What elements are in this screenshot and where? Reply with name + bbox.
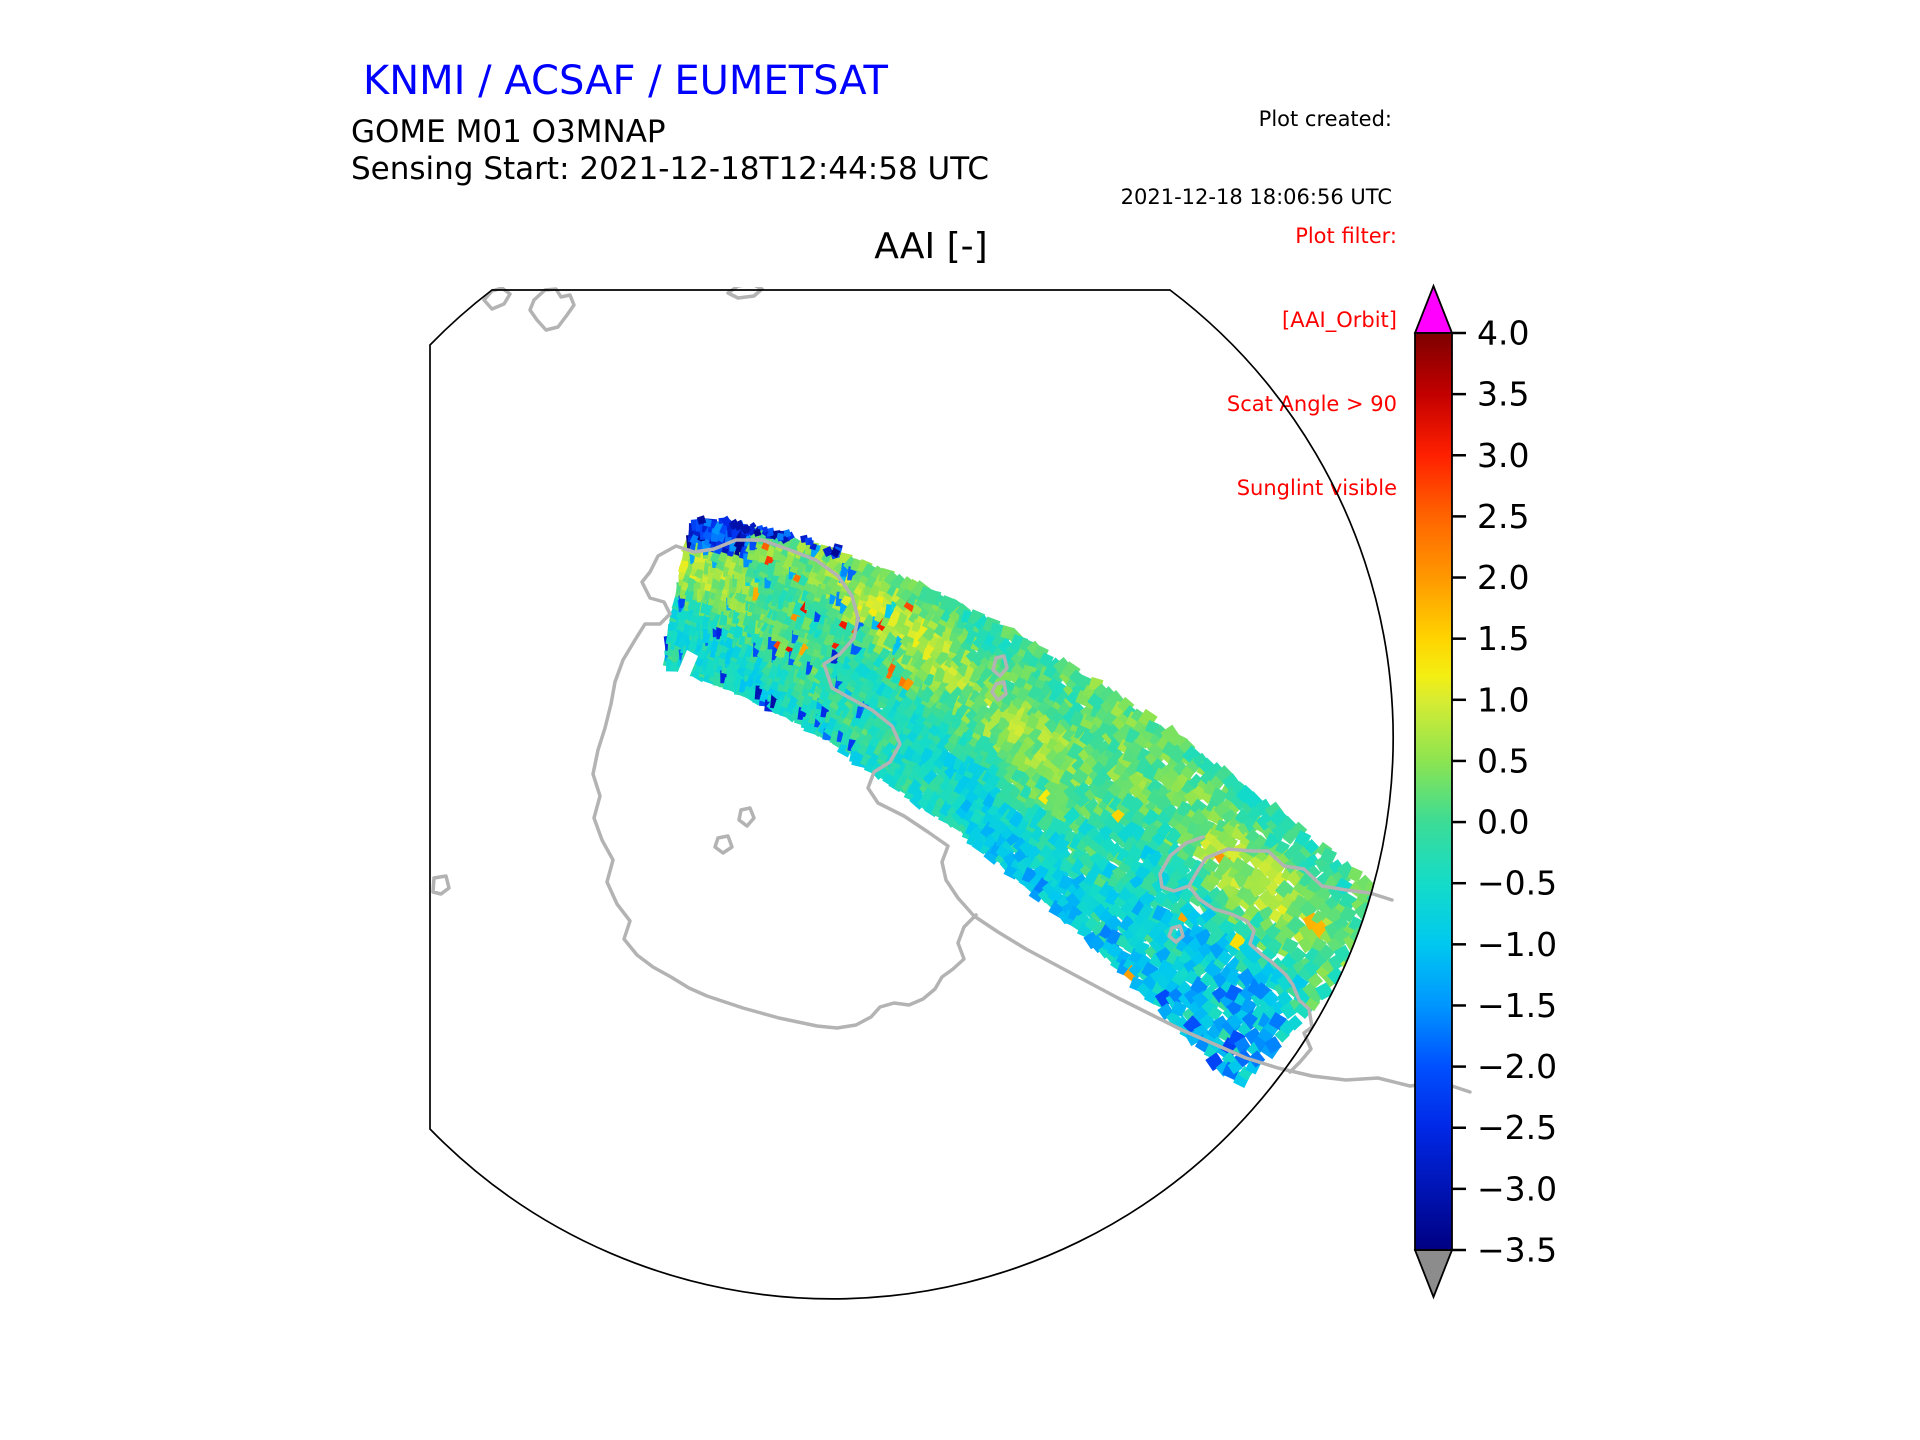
colorbar-tick-label: −3.0 — [1477, 1169, 1557, 1208]
coastline-island — [1167, 924, 1185, 944]
colorbar-tick-label: 1.0 — [1477, 680, 1529, 719]
coastline-island — [713, 834, 734, 855]
colorbar-tick-label: −1.0 — [1477, 925, 1557, 964]
coastline-island — [482, 287, 512, 311]
coastline-island — [431, 874, 451, 896]
colorbar-tick-label: 2.0 — [1477, 558, 1529, 597]
colorbar-tick-label: −1.5 — [1477, 986, 1557, 1025]
axes-title: AAI [-] — [874, 226, 988, 267]
colorbar-under-arrow — [1413, 1249, 1454, 1300]
colorbar-tick-label: −2.0 — [1477, 1047, 1557, 1086]
swath-gap — [664, 650, 698, 711]
plot-created-timestamp: 2021-12-18 18:06:56 UTC — [1120, 185, 1392, 209]
colorbar-tick-label: 4.0 — [1477, 314, 1529, 353]
colorbar-tick-label: 0.0 — [1477, 803, 1529, 842]
colorbar-tick-label: 3.5 — [1477, 375, 1529, 414]
colorbar: 4.0 3.5 3.0 2.5 2.0 1.5 1.0 0.5 0.0 −0.5 −1.0 −1.5 −… — [1413, 283, 1557, 1300]
colorbar-tick-label: 0.5 — [1477, 741, 1529, 780]
plot-created-block: Plot created: 2021-12-18 18:06:56 UTC — [1121, 54, 1392, 262]
colorbar-over-arrow — [1413, 283, 1454, 334]
colorbar-bar — [1414, 332, 1453, 1251]
plot-filter-line: Sunglint visible — [1236, 476, 1397, 500]
coastline-island — [737, 806, 756, 828]
coastline-island — [528, 287, 576, 332]
plot-filter-line: Plot filter: — [1295, 224, 1397, 248]
coastline-northeast — [1158, 835, 1394, 902]
colorbar-tick-label: −3.5 — [1477, 1231, 1557, 1270]
colorbar-tick-label: −2.5 — [1477, 1108, 1557, 1147]
sensing-start: Sensing Start: 2021-12-18T12:44:58 UTC — [351, 151, 989, 187]
colorbar-tick-label: −0.5 — [1477, 864, 1557, 903]
coastline-northeast-branch — [1187, 884, 1314, 1074]
plot-filter-line: Scat Angle > 90 — [1226, 392, 1397, 416]
coastline-island — [990, 680, 1008, 702]
colorbar-tick-label: 3.0 — [1477, 436, 1529, 475]
antarctica-coastlines — [431, 287, 1472, 1094]
plot-filter-line: [AAI_Orbit] — [1282, 308, 1397, 332]
map-boundary — [429, 289, 1394, 1300]
plot-created-label: Plot created: — [1258, 107, 1392, 131]
aai-swath-raster — [662, 515, 1394, 1088]
coastline-island — [726, 287, 764, 300]
colorbar-tick-label: 1.5 — [1477, 619, 1529, 658]
coastline-island — [991, 654, 1009, 678]
plot-filter-block: Plot filter: [AAI_Orbit] Scat Angle > 90… — [1227, 166, 1397, 558]
product-title: GOME M01 O3MNAP — [351, 114, 666, 150]
brand-title: KNMI / ACSAF / EUMETSAT — [363, 58, 888, 104]
coastline-main — [591, 538, 1472, 1094]
colorbar-tick-label: 2.5 — [1477, 497, 1529, 536]
